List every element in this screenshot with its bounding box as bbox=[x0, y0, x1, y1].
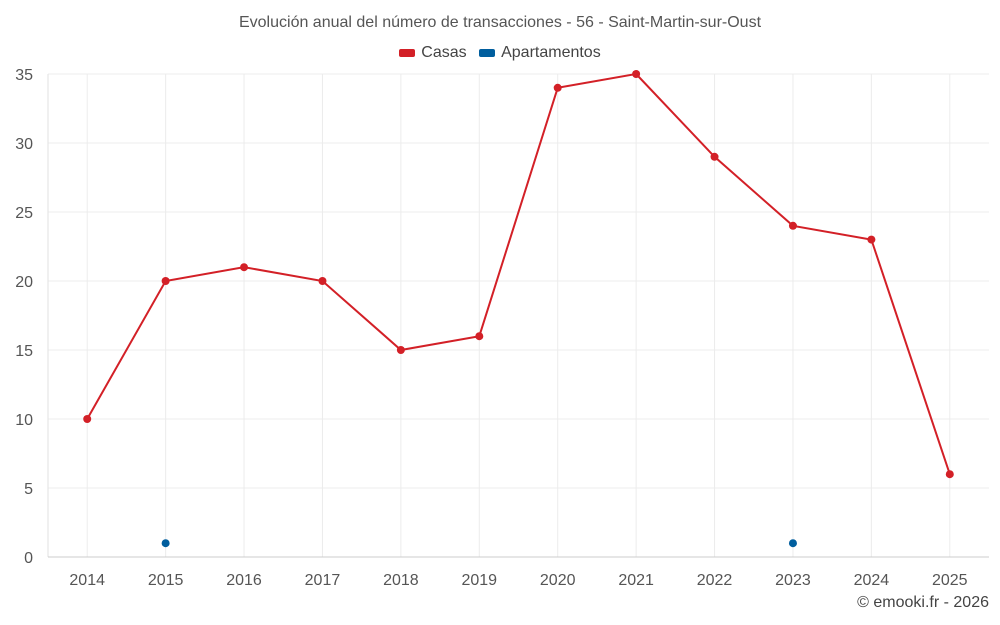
x-tick-label: 2022 bbox=[697, 572, 733, 589]
x-tick-label: 2020 bbox=[540, 572, 576, 589]
legend-swatch-apartamentos bbox=[479, 49, 496, 57]
x-tick-label: 2017 bbox=[305, 572, 341, 589]
data-point-casas-2018 bbox=[396, 346, 405, 354]
x-tick-label: 2018 bbox=[383, 572, 419, 589]
data-point-casas-2021 bbox=[632, 70, 641, 78]
y-tick-label: 20 bbox=[15, 274, 33, 291]
legend-label-apartamentos: Apartamentos bbox=[501, 44, 601, 61]
data-point-casas-2014 bbox=[83, 415, 92, 423]
data-point-casas-2024 bbox=[867, 235, 876, 244]
x-tick-label: 2014 bbox=[69, 572, 105, 589]
legend-item-apartamentos[interactable]: Apartamentos bbox=[479, 44, 601, 62]
legend-item-casas[interactable]: Casas bbox=[399, 44, 467, 62]
y-tick-label: 5 bbox=[24, 481, 33, 498]
x-tick-label: 2021 bbox=[618, 572, 654, 589]
data-point-casas-2025 bbox=[945, 470, 954, 479]
legend-swatch-casas bbox=[399, 49, 416, 57]
data-point-casas-2015 bbox=[161, 277, 170, 285]
x-tick-label: 2016 bbox=[226, 572, 262, 589]
data-point-casas-2019 bbox=[475, 332, 484, 341]
x-tick-label: 2024 bbox=[854, 572, 890, 589]
x-tick-label: 2023 bbox=[775, 572, 811, 589]
y-tick-label: 35 bbox=[15, 67, 33, 84]
y-tick-label: 0 bbox=[24, 550, 33, 567]
legend-label-casas: Casas bbox=[421, 44, 467, 61]
x-tick-label: 2025 bbox=[932, 572, 968, 589]
credit-text: © emooki.fr - 2026 bbox=[857, 594, 989, 611]
x-tick-label: 2019 bbox=[461, 572, 497, 589]
data-point-casas-2017 bbox=[318, 277, 327, 285]
y-tick-label: 10 bbox=[15, 412, 33, 429]
data-point-apartamentos-2015 bbox=[161, 539, 170, 548]
x-tick-label: 2015 bbox=[148, 572, 184, 589]
data-point-casas-2016 bbox=[240, 263, 249, 272]
y-tick-label: 30 bbox=[15, 136, 33, 153]
chart-legend: Casas Apartamentos bbox=[0, 44, 1000, 62]
data-point-casas-2022 bbox=[710, 152, 719, 161]
data-point-casas-2023 bbox=[788, 221, 797, 230]
y-tick-label: 25 bbox=[15, 205, 33, 222]
y-tick-label: 15 bbox=[15, 343, 33, 360]
series-line-casas bbox=[86, 72, 951, 475]
data-point-apartamentos-2023 bbox=[788, 539, 797, 548]
chart-title: Evolución anual del número de transaccio… bbox=[238, 14, 762, 31]
data-point-casas-2020 bbox=[553, 83, 562, 92]
